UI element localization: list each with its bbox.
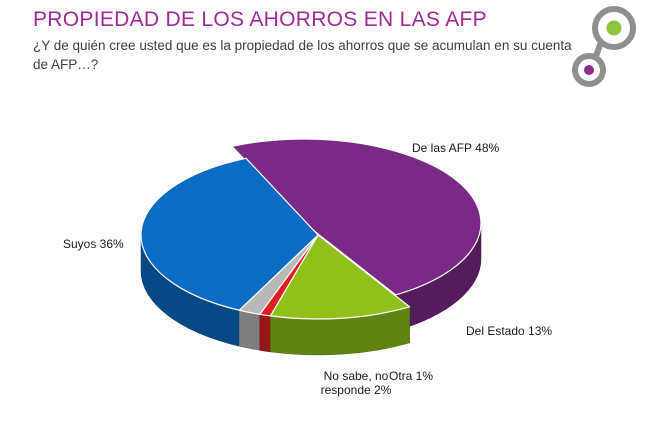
- slice-label-suyos: Suyos 36%: [63, 237, 124, 251]
- page-subtitle: ¿Y de quién cree usted que es la propied…: [33, 38, 572, 72]
- pie-slice-del-estado: [269, 234, 411, 320]
- pie-tops: [140, 138, 482, 320]
- pie-side-otra: [259, 314, 271, 353]
- slice-label-de-las-afp: De las AFP 48%: [412, 141, 499, 155]
- slice-label-del-estado: Del Estado 13%: [466, 324, 552, 338]
- slice-label-line: Del Estado 13%: [466, 324, 552, 338]
- pie-labels: De las AFP 48% Del Estado 13% Otra 1%No sa…: [63, 141, 552, 397]
- pie-side-no-sabe-no-responde: [239, 309, 261, 351]
- slice-label-line: No sabe, no: [324, 369, 389, 383]
- slice-label-otra: Otra 1%: [389, 369, 433, 383]
- slice-label-line: De las AFP 48%: [412, 141, 499, 155]
- pie-slice-suyos: [140, 157, 319, 311]
- page-title: PROPIEDAD DE LOS AHORROS EN LAS AFP: [33, 8, 487, 31]
- pie-slice-de-las-afp: [231, 138, 482, 296]
- slice-label-line: Suyos 36%: [63, 237, 124, 251]
- brand-logo: [572, 6, 636, 87]
- slice-label-line: Otra 1%: [389, 369, 433, 383]
- slice-label-no-sabe-no-responde: No sabe, no responde 2%: [321, 369, 392, 397]
- slice-label-line: responde 2%: [321, 383, 392, 397]
